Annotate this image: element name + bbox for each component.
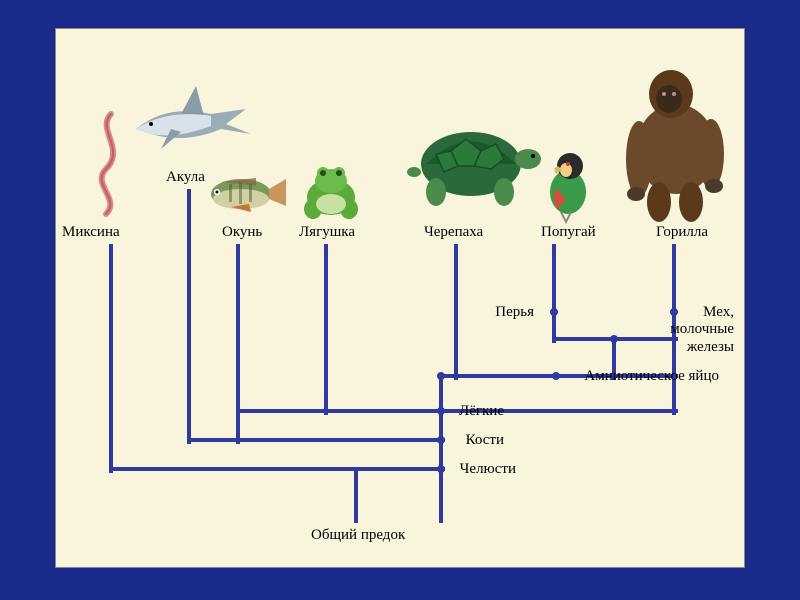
hagfish-label: Миксина bbox=[62, 224, 120, 241]
shark-label: Акула bbox=[166, 169, 205, 186]
frog-image bbox=[291, 159, 371, 224]
diagram-panel: Миксина Акула Окунь Лягушка Черепаха Поп… bbox=[55, 28, 745, 568]
trait-bones: Кости bbox=[466, 432, 504, 449]
trait-feathers: Перья bbox=[495, 304, 534, 321]
parrot-label: Попугай bbox=[541, 224, 596, 241]
turtle-image bbox=[396, 104, 546, 214]
trait-fur-line2: молочные bbox=[670, 321, 734, 338]
trait-fur-line1: Мех, bbox=[670, 304, 734, 321]
trait-lungs: Лёгкие bbox=[459, 403, 504, 420]
trait-jaws: Челюсти bbox=[460, 461, 516, 478]
turtle-label: Черепаха bbox=[424, 224, 483, 241]
parrot-image bbox=[536, 144, 601, 224]
gorilla-image bbox=[611, 64, 741, 224]
trait-amnion: Амниотическое яйцо bbox=[584, 368, 719, 385]
gorilla-label: Горилла bbox=[656, 224, 708, 241]
frog-label: Лягушка bbox=[299, 224, 355, 241]
perch-image bbox=[201, 164, 291, 219]
trait-fur-line3: железы bbox=[670, 339, 734, 356]
trait-fur: Мех, молочные железы bbox=[670, 304, 734, 356]
root-label: Общий предок bbox=[311, 527, 405, 544]
perch-label: Окунь bbox=[222, 224, 262, 241]
shark-image bbox=[126, 74, 266, 164]
